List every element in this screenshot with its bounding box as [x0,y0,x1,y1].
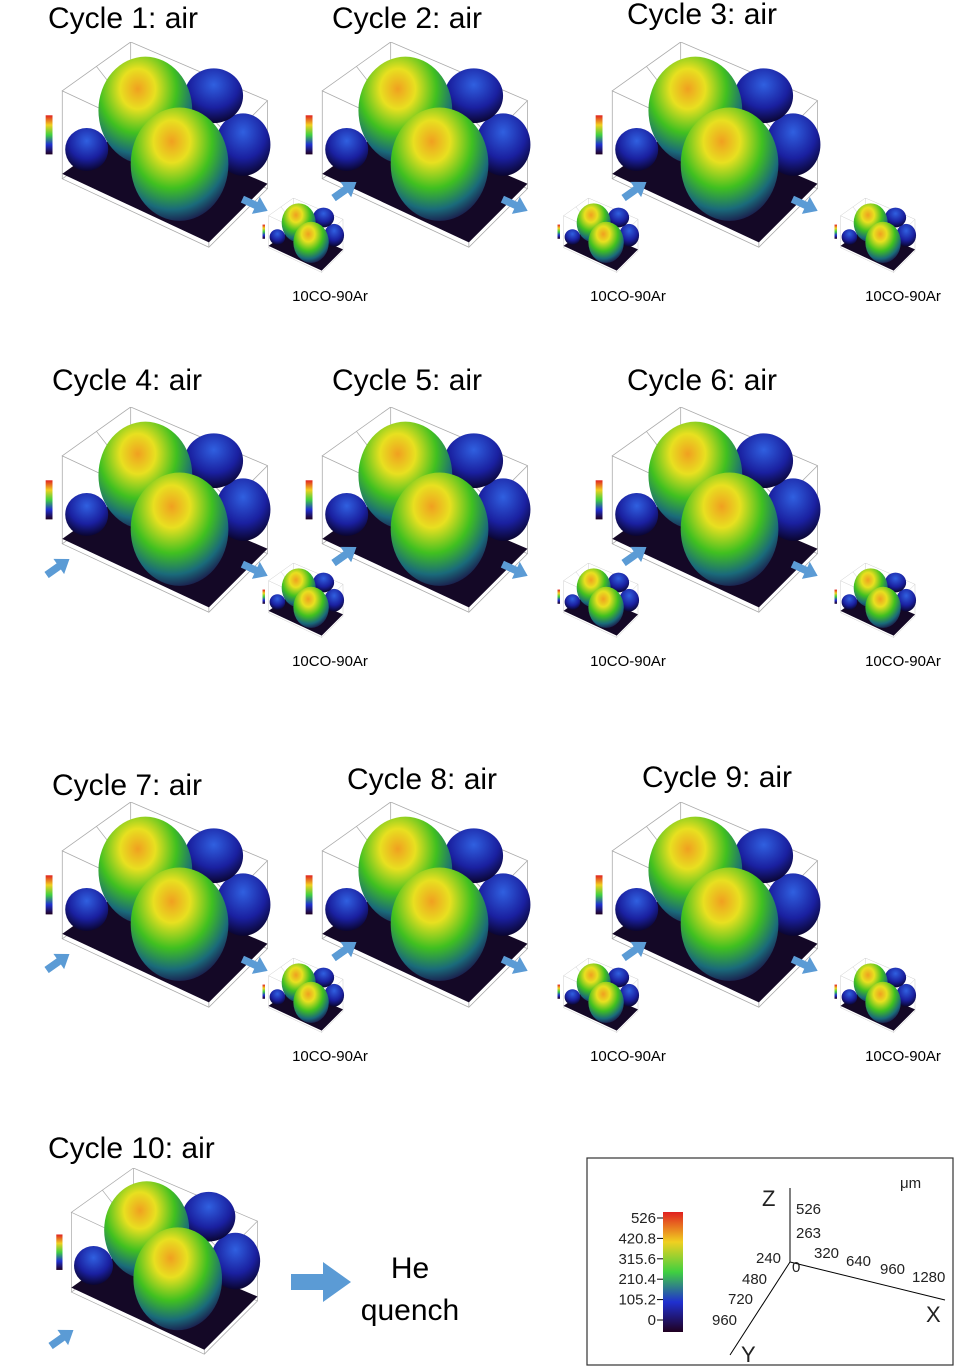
arrow [45,1322,79,1353]
step-label: He [391,1252,429,1285]
cycle-title: Cycle 10: air [48,1132,215,1165]
surface-plot [835,958,917,1032]
z-tick: 526 [796,1201,821,1218]
cycle-title: Cycle 5: air [332,364,482,397]
surface-plot [558,958,640,1032]
quench-arrow [291,1262,351,1302]
surface-plot [46,802,271,1007]
unit-label: μm [900,1175,921,1192]
arrow [41,946,75,977]
surface-plot [835,563,917,637]
colorbar-tick: 105.2 [618,1292,656,1309]
x-tick: 960 [880,1261,905,1278]
surface-plot [596,42,821,247]
surface-plot [558,563,640,637]
reduced-label: 10CO-90Ar [590,653,666,670]
colorbar-tick: 0 [648,1312,656,1329]
cycle-title: Cycle 3: air [627,0,777,31]
step-label: quench [361,1294,459,1327]
surface-plot [596,802,821,1007]
y-tick: 720 [728,1291,753,1308]
axis-label: X [926,1302,941,1327]
reduced-label: 10CO-90Ar [865,288,941,305]
axis-label: Z [762,1186,775,1211]
colorbar [663,1212,683,1332]
y-tick: 480 [742,1271,767,1288]
surface-plot [56,1168,260,1354]
surface-plot [558,198,640,272]
surface-plot [263,563,345,637]
y-tick: 240 [756,1250,781,1267]
arrow [41,551,75,582]
surface-plot [263,958,345,1032]
surface-plot [306,42,531,247]
colorbar-tick: 210.4 [618,1271,656,1288]
cycle-title: Cycle 2: air [332,2,482,35]
colorbar-tick: 420.8 [618,1230,656,1247]
reduced-label: 10CO-90Ar [292,1048,368,1065]
reduced-label: 10CO-90Ar [292,288,368,305]
x-tick: 320 [814,1245,839,1262]
reduced-label: 10CO-90Ar [590,288,666,305]
surface-plot [263,198,345,272]
colorbar-tick: 315.6 [618,1251,656,1268]
reduced-label: 10CO-90Ar [865,653,941,670]
origin-label: 0 [792,1259,800,1276]
colorbar-tick: 526 [631,1210,656,1227]
surface-plot [835,198,917,272]
surface-plot [46,42,271,247]
reduced-label: 10CO-90Ar [292,653,368,670]
cycle-title: Cycle 9: air [642,761,792,794]
cycle-title: Cycle 7: air [52,769,202,802]
surface-plot [596,407,821,612]
y-tick: 960 [712,1312,737,1329]
surface-plot [46,407,271,612]
figure: Cycle 1: air 10CO-90Ar Cycle 2: air 10CO-90… [0,0,954,1366]
axis-label: Y [741,1342,756,1366]
x-tick: 1280 [912,1269,945,1286]
reduced-label: 10CO-90Ar [865,1048,941,1065]
x-tick: 640 [846,1253,871,1270]
z-tick: 263 [796,1225,821,1242]
reduced-label: 10CO-90Ar [590,1048,666,1065]
cycle-title: Cycle 8: air [347,763,497,796]
cycle-title: Cycle 6: air [627,364,777,397]
cycle-title: Cycle 1: air [48,2,198,35]
surface-plot [306,802,531,1007]
surface-plot [306,407,531,612]
cycle-title: Cycle 4: air [52,364,202,397]
